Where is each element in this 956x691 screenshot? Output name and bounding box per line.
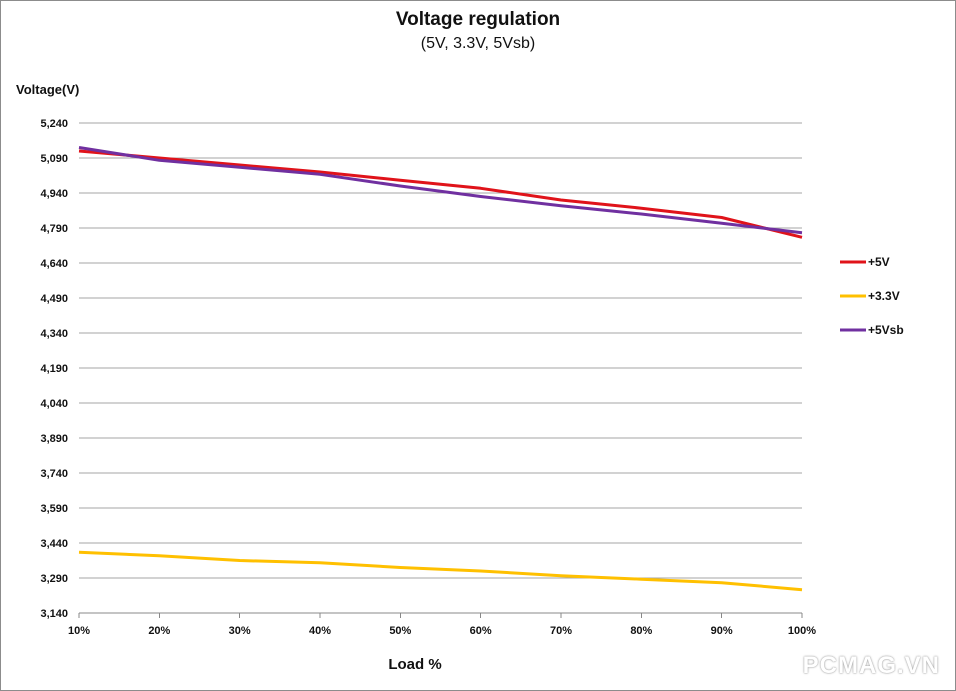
gridlines	[79, 122, 802, 614]
legend-label: +3.3V	[868, 289, 900, 303]
y-tick-labels: 3,140 3,290 3,440 3,590 3,740 3,890 4,040 4,190…	[40, 118, 68, 620]
x-tick-label: 90%	[711, 625, 733, 637]
series-line-33v	[78, 550, 803, 592]
y-tick-label: 3,140	[40, 608, 68, 620]
y-tick-label: 4,640	[40, 258, 68, 270]
y-tick-label: 3,290	[40, 573, 68, 585]
y-axis-label: Voltage(V)	[16, 82, 80, 97]
y-tick-label: 3,590	[40, 503, 68, 515]
watermark-logo: PCMAG.VN	[802, 652, 940, 679]
legend-label: +5V	[868, 255, 890, 269]
y-tick-label: 4,940	[40, 188, 68, 200]
chart-title: Voltage regulation	[395, 9, 561, 30]
y-tick-label: 3,740	[40, 468, 68, 480]
y-tick-label: 4,190	[40, 363, 68, 375]
y-tick-label: 5,240	[40, 118, 68, 130]
y-tick-label: 3,890	[40, 433, 68, 445]
x-tick-label: 70%	[550, 625, 572, 637]
y-tick-label: 5,090	[40, 153, 68, 165]
x-tick-label: 20%	[148, 625, 170, 637]
x-tick-labels: 10% 20% 30% 40% 50% 60% 70% 80% 90% 100%	[68, 613, 816, 637]
x-tick-label: 60%	[470, 625, 492, 637]
y-tick-label: 4,490	[40, 293, 68, 305]
y-tick-label: 4,790	[40, 223, 68, 235]
series-line-5vsb	[78, 146, 803, 235]
x-tick-label: 10%	[68, 625, 90, 637]
series-lines	[78, 146, 803, 592]
y-tick-label: 3,440	[40, 538, 68, 550]
x-tick-label: 80%	[630, 625, 652, 637]
x-tick-label: 30%	[229, 625, 251, 637]
x-tick-label: 100%	[788, 625, 816, 637]
legend: +5V +3.3V +5Vsb	[840, 255, 904, 337]
series-line-5v	[78, 149, 803, 239]
chart-subtitle: (5V, 3.3V, 5Vsb)	[420, 35, 536, 52]
y-tick-label: 4,340	[40, 328, 68, 340]
x-tick-label: 40%	[309, 625, 331, 637]
x-tick-label: 50%	[389, 625, 411, 637]
y-tick-label: 4,040	[40, 398, 68, 410]
legend-label: +5Vsb	[868, 323, 904, 337]
x-axis-label: Load %	[388, 656, 442, 673]
